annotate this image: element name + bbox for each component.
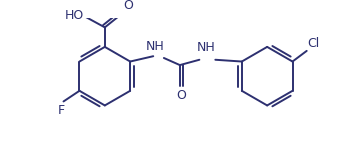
Text: NH: NH: [197, 41, 216, 54]
Text: O: O: [176, 89, 186, 102]
Text: Cl: Cl: [308, 37, 320, 50]
Text: F: F: [58, 104, 65, 117]
Text: O: O: [123, 0, 133, 12]
Text: NH: NH: [146, 40, 165, 53]
Text: HO: HO: [64, 9, 83, 22]
